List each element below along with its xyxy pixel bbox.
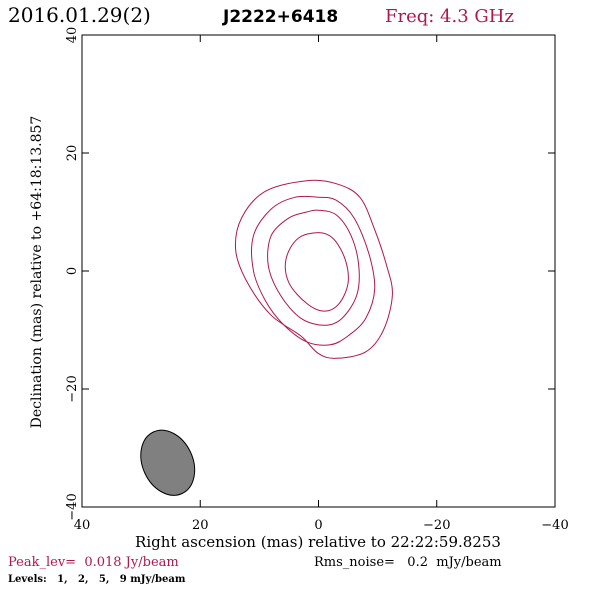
frequency-label: Freq: 4.3 GHz [385, 6, 514, 27]
x-tick-label: 0 [314, 518, 322, 533]
x-tick-label: −20 [423, 518, 450, 533]
y-tick-label: 0 [65, 267, 80, 275]
y-axis-ticks: −40 −20 0 20 40 [65, 27, 555, 521]
rms-noise: Rms_noise= 0.2 mJy/beam [314, 555, 502, 570]
y-tick-label: −40 [65, 493, 80, 520]
contour-group [234, 179, 393, 359]
source-name: J2222+6418 [222, 7, 338, 27]
x-axis-ticks: 40 20 0 −20 −40 [74, 35, 569, 533]
x-axis-label: Right ascension (mas) relative to 22:22:… [135, 533, 501, 551]
contour-level-1 [234, 179, 393, 359]
peak-level: Peak_lev= 0.018 Jy/beam [8, 555, 179, 570]
observation-date: 2016.01.29(2) [8, 3, 151, 27]
x-tick-label: −40 [541, 518, 568, 533]
contour-levels: Levels: 1, 2, 5, 9 mJy/beam [8, 574, 186, 585]
y-tick-label: 20 [65, 145, 80, 162]
beam-ellipse [140, 429, 196, 496]
x-tick-label: 40 [74, 518, 91, 533]
x-tick-label: 20 [192, 518, 209, 533]
beam-ellipse-group [140, 429, 196, 496]
y-tick-label: −20 [65, 375, 80, 402]
contour-level-2 [251, 195, 376, 346]
y-tick-label: 40 [65, 27, 80, 44]
y-axis-label: Declination (mas) relative to +64:18:13.… [29, 116, 45, 429]
contour-level-5 [267, 209, 360, 326]
contour-level-9 [284, 232, 349, 312]
